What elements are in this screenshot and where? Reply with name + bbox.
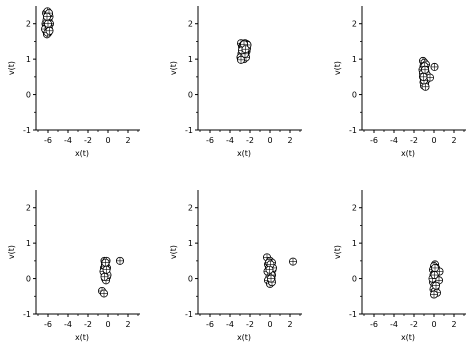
y-tick-label: 2 [352, 204, 357, 213]
y-tick-label: 0 [26, 275, 31, 284]
data-point [236, 55, 245, 64]
x-tick-label: 2 [125, 320, 130, 329]
x-axis-label: x(t) [75, 149, 89, 158]
chart-panel-4: -6 -4 -2 0 2 -1 0 1 2 x(t) v(t) [7, 190, 140, 342]
data-point [100, 272, 109, 281]
y-tick-label: 0 [188, 275, 193, 284]
y-axis-label: v(t) [169, 245, 178, 259]
x-tick-label: -2 [246, 320, 254, 329]
data-point [430, 263, 439, 272]
y-tick-label: -1 [185, 310, 193, 319]
x-tick-label: 2 [287, 136, 292, 145]
y-tick-label: 1 [26, 239, 31, 248]
y-tick-label: -1 [23, 310, 31, 319]
x-tick-label: 0 [105, 320, 110, 329]
data-point [425, 73, 434, 82]
data-point [44, 19, 53, 28]
y-tick-label: 2 [26, 20, 31, 29]
x-tick-label: 0 [267, 320, 272, 329]
x-tick-label: -6 [206, 136, 214, 145]
data-point [420, 65, 429, 74]
x-tick-label: -4 [390, 136, 398, 145]
x-tick-label: 0 [431, 136, 436, 145]
x-tick-label: -2 [246, 136, 254, 145]
y-tick-label: -1 [185, 126, 193, 135]
x-tick-label: -4 [226, 320, 234, 329]
y-tick-label: 1 [188, 55, 193, 64]
x-tick-label: 2 [125, 136, 130, 145]
x-axis-label: x(t) [401, 333, 415, 342]
data-point [102, 265, 111, 274]
x-tick-label: -6 [44, 136, 52, 145]
y-tick-label: -1 [349, 126, 357, 135]
x-tick-label: -6 [370, 136, 378, 145]
y-tick-label: 1 [26, 55, 31, 64]
x-tick-label: 0 [431, 320, 436, 329]
y-axis-label: v(t) [7, 61, 16, 75]
y-tick-label: 1 [352, 239, 357, 248]
x-axis-label: x(t) [237, 333, 251, 342]
y-tick-label: 0 [188, 91, 193, 100]
data-point [288, 257, 297, 266]
y-tick-label: 0 [352, 275, 357, 284]
data-point [430, 62, 439, 71]
data-point [101, 258, 110, 267]
x-axis-label: x(t) [401, 149, 415, 158]
y-tick-label: -1 [349, 310, 357, 319]
y-axis-label: v(t) [333, 61, 342, 75]
x-tick-label: -6 [44, 320, 52, 329]
x-tick-label: -6 [370, 320, 378, 329]
y-tick-label: 1 [188, 239, 193, 248]
chart-panel-3: -6 -4 -2 0 2 -1 0 1 2 x(t) v(t) [333, 6, 466, 158]
data-point [45, 26, 54, 35]
y-tick-label: -1 [23, 126, 31, 135]
y-tick-label: 2 [188, 204, 193, 213]
data-point [419, 72, 428, 81]
y-axis-label: v(t) [7, 245, 16, 259]
y-tick-label: 0 [26, 91, 31, 100]
y-axis-label: v(t) [169, 61, 178, 75]
x-tick-label: -6 [206, 320, 214, 329]
data-point [266, 274, 275, 283]
y-tick-label: 1 [352, 55, 357, 64]
x-tick-label: 0 [105, 136, 110, 145]
x-tick-label: -2 [84, 320, 92, 329]
x-axis-label: x(t) [237, 149, 251, 158]
x-tick-label: 0 [267, 136, 272, 145]
x-tick-label: 2 [451, 136, 456, 145]
x-tick-label: 2 [451, 320, 456, 329]
chart-panel-2: -6 -4 -2 0 2 -1 0 1 2 x(t) v(t) [169, 6, 302, 158]
data-point [421, 82, 430, 91]
x-tick-label: -4 [390, 320, 398, 329]
data-point [429, 290, 438, 299]
x-tick-label: -4 [64, 320, 72, 329]
x-tick-label: -2 [410, 136, 418, 145]
x-tick-label: -4 [64, 136, 72, 145]
x-tick-label: -2 [410, 320, 418, 329]
x-axis-label: x(t) [75, 333, 89, 342]
data-point [430, 271, 439, 280]
data-point [265, 265, 274, 274]
chart-panel-6: -6 -4 -2 0 2 -1 0 1 2 x(t) v(t) [333, 190, 466, 342]
data-point [431, 281, 440, 290]
y-axis-label: v(t) [333, 245, 342, 259]
data-point [43, 12, 52, 21]
chart-panel-1: -6 -4 -2 0 2 -1 0 1 2 x(t) v(t) [7, 6, 140, 158]
x-tick-label: -4 [226, 136, 234, 145]
chart-panel-5: -6 -4 -2 0 2 -1 0 1 2 x(t) v(t) [169, 190, 302, 342]
data-point [241, 45, 250, 54]
data-point [100, 289, 109, 298]
y-tick-label: 2 [352, 20, 357, 29]
y-tick-label: 2 [188, 20, 193, 29]
x-tick-label: -2 [84, 136, 92, 145]
data-point [116, 256, 125, 265]
y-tick-label: 2 [26, 204, 31, 213]
y-tick-label: 0 [352, 91, 357, 100]
x-tick-label: 2 [287, 320, 292, 329]
